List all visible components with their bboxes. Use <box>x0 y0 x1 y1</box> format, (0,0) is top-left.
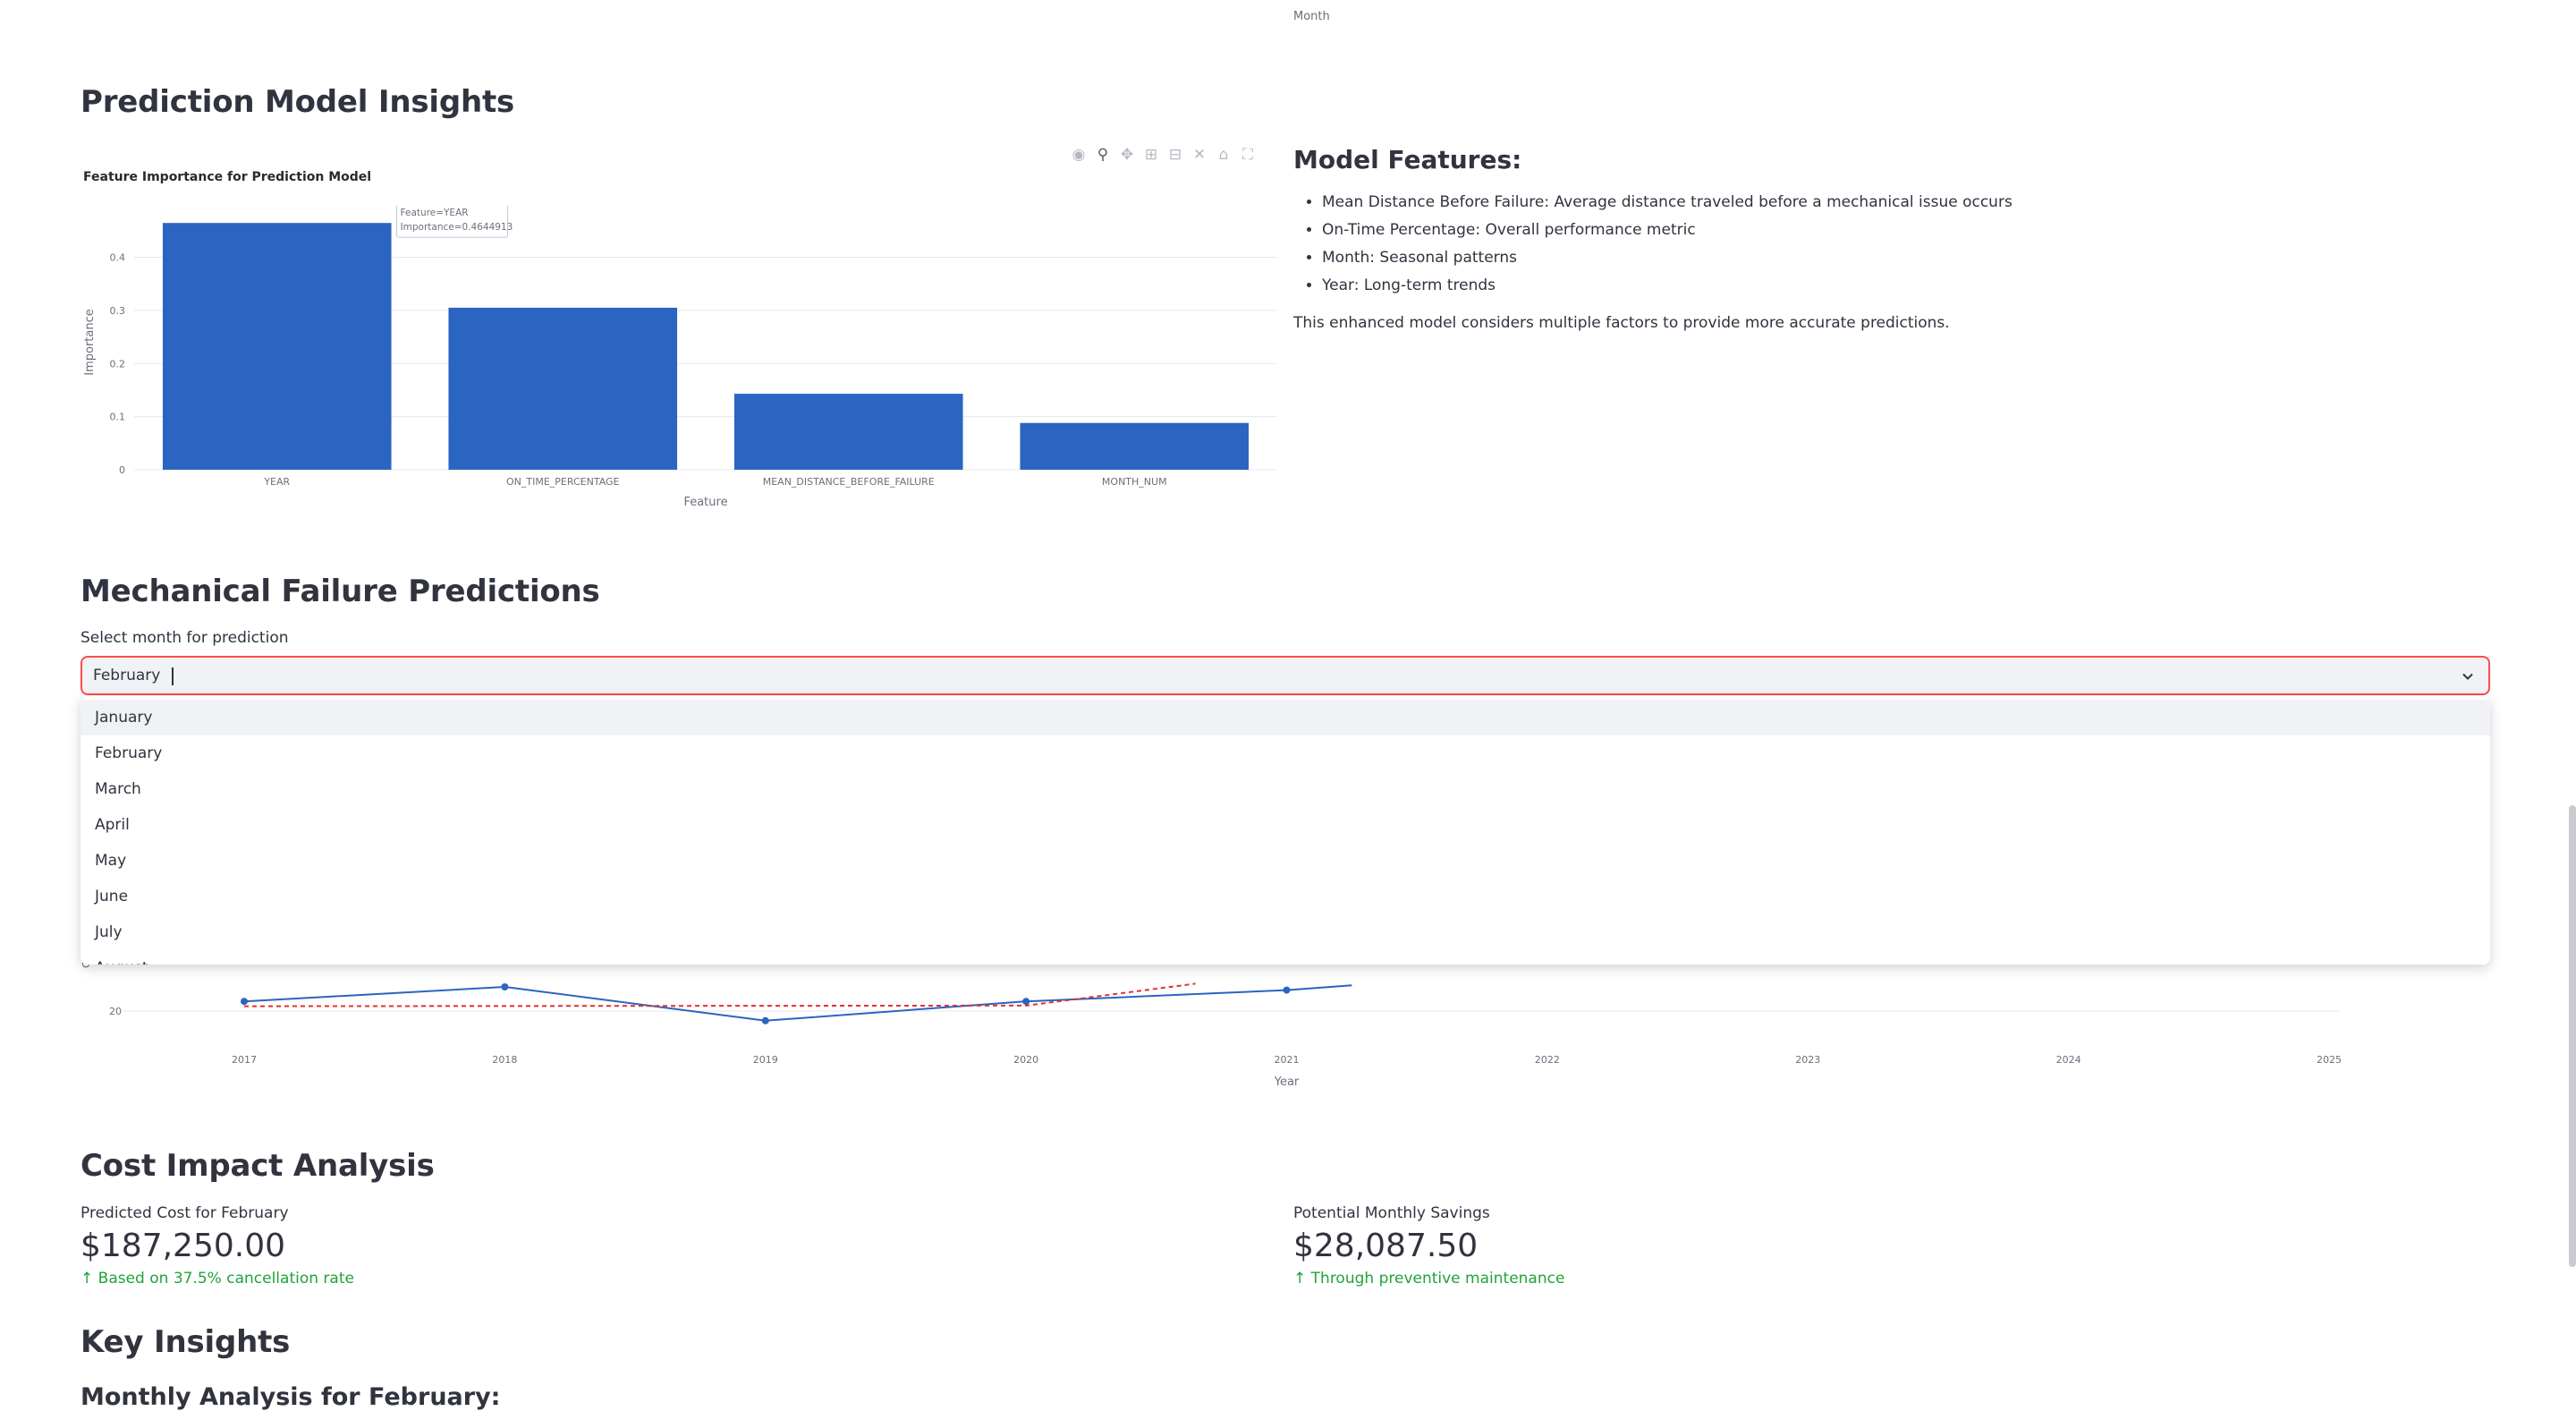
zoom-out-icon[interactable]: ⊟ <box>1168 146 1182 164</box>
chevron-down-icon[interactable] <box>2460 668 2476 684</box>
month-dropdown-list[interactable]: January February March April May June Ju… <box>80 696 2490 965</box>
feature-importance-chart[interactable]: 0 0.1 0.2 0.3 0.4 YEAR ON_TIME_PERCENTAGE MEAN_… <box>72 206 1288 528</box>
model-features-panel: Model Features: Mean Distance Before Fai… <box>1293 145 2456 332</box>
data-point <box>1283 986 1291 994</box>
y-axis-title: Importance <box>83 309 97 376</box>
metric-value: $187,250.00 <box>80 1228 286 1264</box>
data-point <box>241 998 248 1006</box>
insights-heading: Prediction Model Insights <box>80 84 515 120</box>
key-insights-subheading: Monthly Analysis for February: <box>80 1383 501 1411</box>
text-cursor <box>172 667 174 685</box>
x-axis-title: Feature <box>683 496 727 509</box>
feature-item: Year: Long-term trends <box>1322 272 2456 300</box>
metric-delta: ↑ Based on 37.5% cancellation rate <box>80 1270 354 1288</box>
metric-monthly-savings: Potential Monthly Savings $28,087.50 ↑ T… <box>1293 1204 1564 1288</box>
model-features-list: Mean Distance Before Failure: Average di… <box>1293 189 2456 300</box>
metric-label: Predicted Cost for February <box>80 1204 289 1222</box>
x-tick-label: ON_TIME_PERCENTAGE <box>506 476 620 488</box>
camera-icon[interactable]: ◉ <box>1072 146 1086 164</box>
y-tick-label: 20 <box>109 1006 122 1017</box>
metric-label: Potential Monthly Savings <box>1293 1204 1490 1222</box>
dropdown-option-august[interactable]: August <box>80 950 2490 965</box>
metric-delta-text: Based on 37.5% cancellation rate <box>97 1270 354 1288</box>
bar <box>448 307 678 470</box>
x-tick-label: MEAN_DISTANCE_BEFORE_FAILURE <box>763 476 935 488</box>
data-point <box>1022 998 1030 1006</box>
y-tick-label: 0.3 <box>110 305 126 317</box>
x-tick-label: 2021 <box>1275 1054 1300 1066</box>
reset-axes-icon[interactable]: ⌂ <box>1218 146 1229 164</box>
x-tick-label: MONTH_NUM <box>1102 476 1167 488</box>
cost-heading: Cost Impact Analysis <box>80 1148 435 1184</box>
x-tick-label: 2019 <box>753 1054 778 1066</box>
tooltip-line: Feature=YEAR <box>401 208 469 218</box>
feature-item: Mean Distance Before Failure: Average di… <box>1322 189 2456 217</box>
dropdown-option-may[interactable]: May <box>95 852 127 870</box>
data-point <box>761 1016 769 1024</box>
x-tick-label: 2024 <box>2056 1054 2081 1066</box>
trend-line <box>243 982 1196 1007</box>
page-scrollbar[interactable] <box>2569 805 2576 1267</box>
month-select-value: February <box>93 667 161 684</box>
dropdown-option-february[interactable]: February <box>95 744 163 762</box>
feature-importance-chart-title: Feature Importance for Prediction Model <box>83 170 372 184</box>
feature-item: Month: Seasonal patterns <box>1322 244 2456 272</box>
dropdown-option-april[interactable]: April <box>95 816 130 834</box>
bar <box>1020 422 1250 470</box>
x-axis-title: Year <box>1274 1075 1300 1089</box>
predictions-heading: Mechanical Failure Predictions <box>80 574 600 609</box>
x-tick-label: YEAR <box>263 476 290 488</box>
actual-line <box>243 984 1352 1022</box>
x-tick-label: 2023 <box>1795 1054 1820 1066</box>
y-tick-label: 0.2 <box>110 358 126 370</box>
y-tick-label: 0 <box>119 464 125 476</box>
feature-item: On-Time Percentage: Overall performance … <box>1322 217 2456 244</box>
bar <box>733 394 963 470</box>
model-features-heading: Model Features: <box>1293 145 1522 174</box>
zoom-in-icon[interactable]: ⊞ <box>1144 146 1158 164</box>
metric-value: $28,087.50 <box>1293 1228 1479 1264</box>
dropdown-option-march[interactable]: March <box>95 780 141 798</box>
model-features-note: This enhanced model considers multiple f… <box>1293 314 1950 332</box>
dropdown-option-june[interactable]: June <box>95 888 129 905</box>
month-select-label: Select month for prediction <box>80 629 289 647</box>
hover-tooltip: Feature=YEAR Importance=0.4644913 <box>396 206 513 238</box>
zoom-icon[interactable]: ⚲ <box>1097 146 1109 164</box>
metric-delta-text: Through preventive maintenance <box>1310 1270 1565 1288</box>
key-insights-heading: Key Insights <box>80 1324 291 1360</box>
metric-delta: ↑ Through preventive maintenance <box>1293 1270 1564 1288</box>
x-tick-label: 2018 <box>492 1054 517 1066</box>
month-select[interactable]: February <box>80 656 2490 695</box>
arrow-up-icon: ↑ <box>80 1270 94 1288</box>
dropdown-option-july[interactable]: July <box>95 923 123 941</box>
arrow-up-icon: ↑ <box>1293 1270 1307 1288</box>
fullscreen-icon[interactable]: ⛶ <box>1242 146 1253 164</box>
x-tick-label: 2022 <box>1535 1054 1560 1066</box>
x-tick-label: 2025 <box>2317 1054 2342 1066</box>
tooltip-line: Importance=0.4644913 <box>401 222 513 233</box>
x-tick-label: 2017 <box>232 1054 257 1066</box>
top-chart-axis-label: Month <box>1293 10 1330 23</box>
dropdown-option-january[interactable]: January <box>80 700 2490 735</box>
pan-icon[interactable]: ✥ <box>1120 146 1134 164</box>
data-point <box>501 983 509 990</box>
x-tick-label: 2020 <box>1013 1054 1038 1066</box>
autoscale-icon[interactable]: ✕ <box>1192 146 1207 164</box>
y-tick-label: 0.1 <box>110 412 126 423</box>
bar <box>162 223 392 470</box>
chart-toolbar: ◉ ⚲ ✥ ⊞ ⊟ ✕ ⌂ ⛶ <box>1064 145 1258 165</box>
y-tick-label: 0.4 <box>110 252 126 264</box>
metric-predicted-cost: Predicted Cost for February $187,250.00 … <box>80 1204 354 1288</box>
